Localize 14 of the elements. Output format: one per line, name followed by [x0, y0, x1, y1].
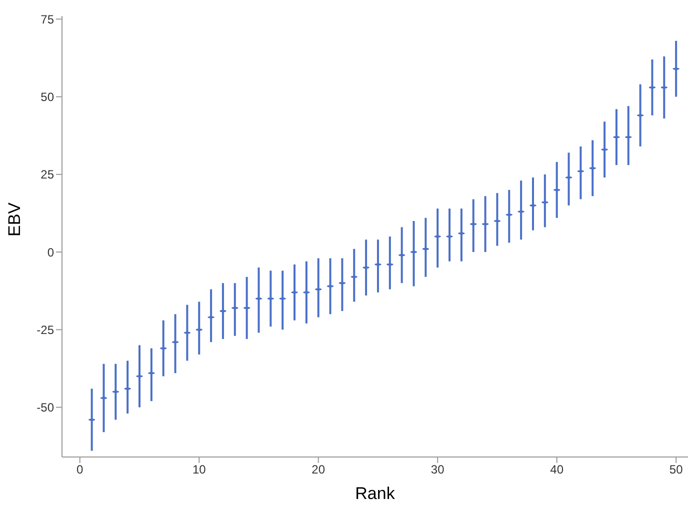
x-tick-label: 30: [430, 462, 445, 477]
x-tick-label: 0: [76, 462, 84, 477]
y-axis-title: EBV: [5, 202, 24, 236]
y-tick-label: 25: [40, 168, 54, 182]
x-tick-label: 50: [669, 462, 684, 477]
x-axis-title: Rank: [355, 484, 396, 503]
y-tick-label: 50: [40, 90, 54, 104]
y-tick-label: 75: [40, 12, 54, 26]
x-tick-label: 10: [192, 462, 206, 477]
y-tick-label: -25: [36, 322, 54, 337]
y-tick-label: 0: [47, 245, 54, 260]
x-tick-label: 40: [550, 462, 564, 477]
x-tick-label: 20: [312, 462, 326, 477]
y-tick-label: -50: [36, 400, 54, 415]
